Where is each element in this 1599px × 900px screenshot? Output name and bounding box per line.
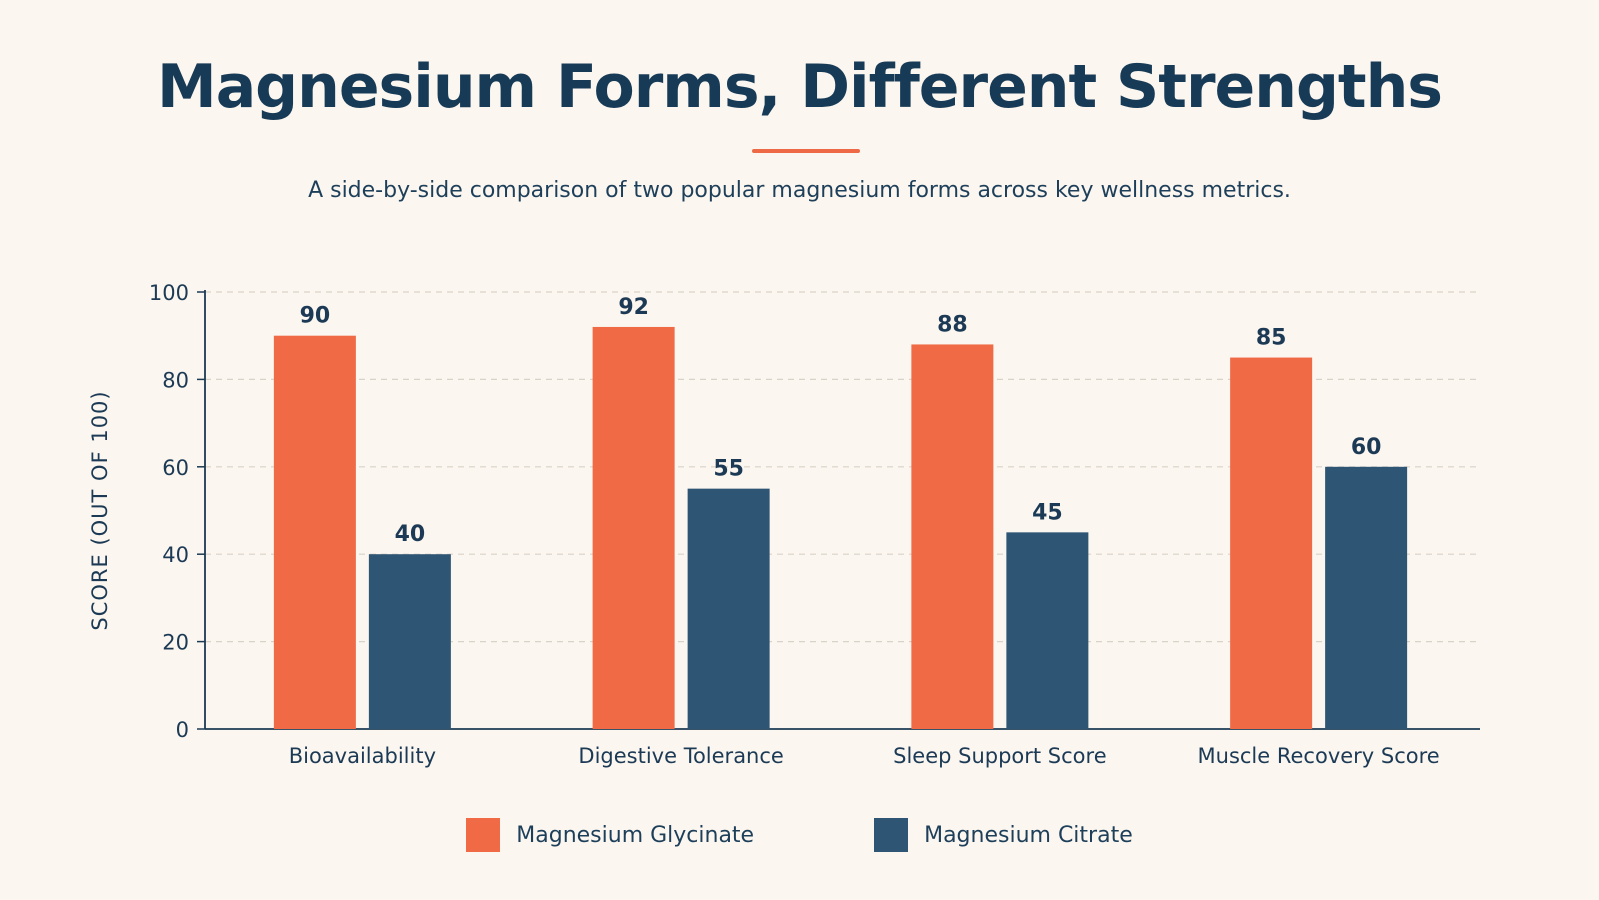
bar-citrate — [687, 488, 770, 729]
bar-citrate — [368, 554, 451, 729]
data-label: 88 — [937, 312, 968, 337]
title-divider — [752, 149, 860, 153]
bar-citrate — [1325, 466, 1408, 729]
x-tick-label: Muscle Recovery Score — [1198, 744, 1440, 768]
y-tick-label: 60 — [162, 456, 189, 480]
bar-glycinate — [592, 326, 675, 729]
page-subtitle: A side-by-side comparison of two popular… — [308, 178, 1291, 203]
y-tick-label: 20 — [162, 631, 189, 655]
legend: Magnesium Glycinate Magnesium Citrate — [0, 818, 1599, 852]
legend-label: Magnesium Glycinate — [516, 822, 755, 848]
legend-label: Magnesium Citrate — [924, 822, 1133, 848]
labels: 90 40 Bioavailability 92 55 Digestive Toleran… — [289, 295, 1440, 768]
y-axis-label: SCORE (OUT OF 100) — [88, 390, 112, 630]
data-label: 40 — [395, 522, 426, 547]
bar-citrate — [1006, 532, 1089, 729]
bar-glycinate — [273, 335, 356, 729]
bar-glycinate — [911, 344, 994, 729]
data-label: 92 — [618, 295, 649, 320]
y-tick-label: 100 — [149, 281, 189, 305]
legend-item: Magnesium Citrate — [874, 818, 1133, 852]
x-tick-label: Sleep Support Score — [893, 744, 1107, 768]
data-label: 45 — [1032, 500, 1063, 525]
data-label: 55 — [713, 457, 744, 482]
y-tick-label: 80 — [162, 368, 189, 392]
y-tick-label: 40 — [162, 543, 189, 567]
page-title: Magnesium Forms, Different Strengths — [156, 52, 1443, 122]
legend-swatch — [874, 818, 909, 852]
legend-item: Magnesium Glycinate — [466, 818, 754, 852]
data-label: 85 — [1256, 326, 1287, 351]
data-label: 60 — [1351, 435, 1382, 460]
legend-swatch — [466, 818, 501, 852]
data-label: 90 — [300, 304, 331, 329]
y-tick-label: 0 — [176, 718, 189, 742]
bar-glycinate — [1230, 357, 1313, 729]
x-tick-label: Digestive Tolerance — [578, 744, 783, 768]
x-tick-label: Bioavailability — [289, 744, 436, 768]
bars — [273, 326, 1408, 729]
